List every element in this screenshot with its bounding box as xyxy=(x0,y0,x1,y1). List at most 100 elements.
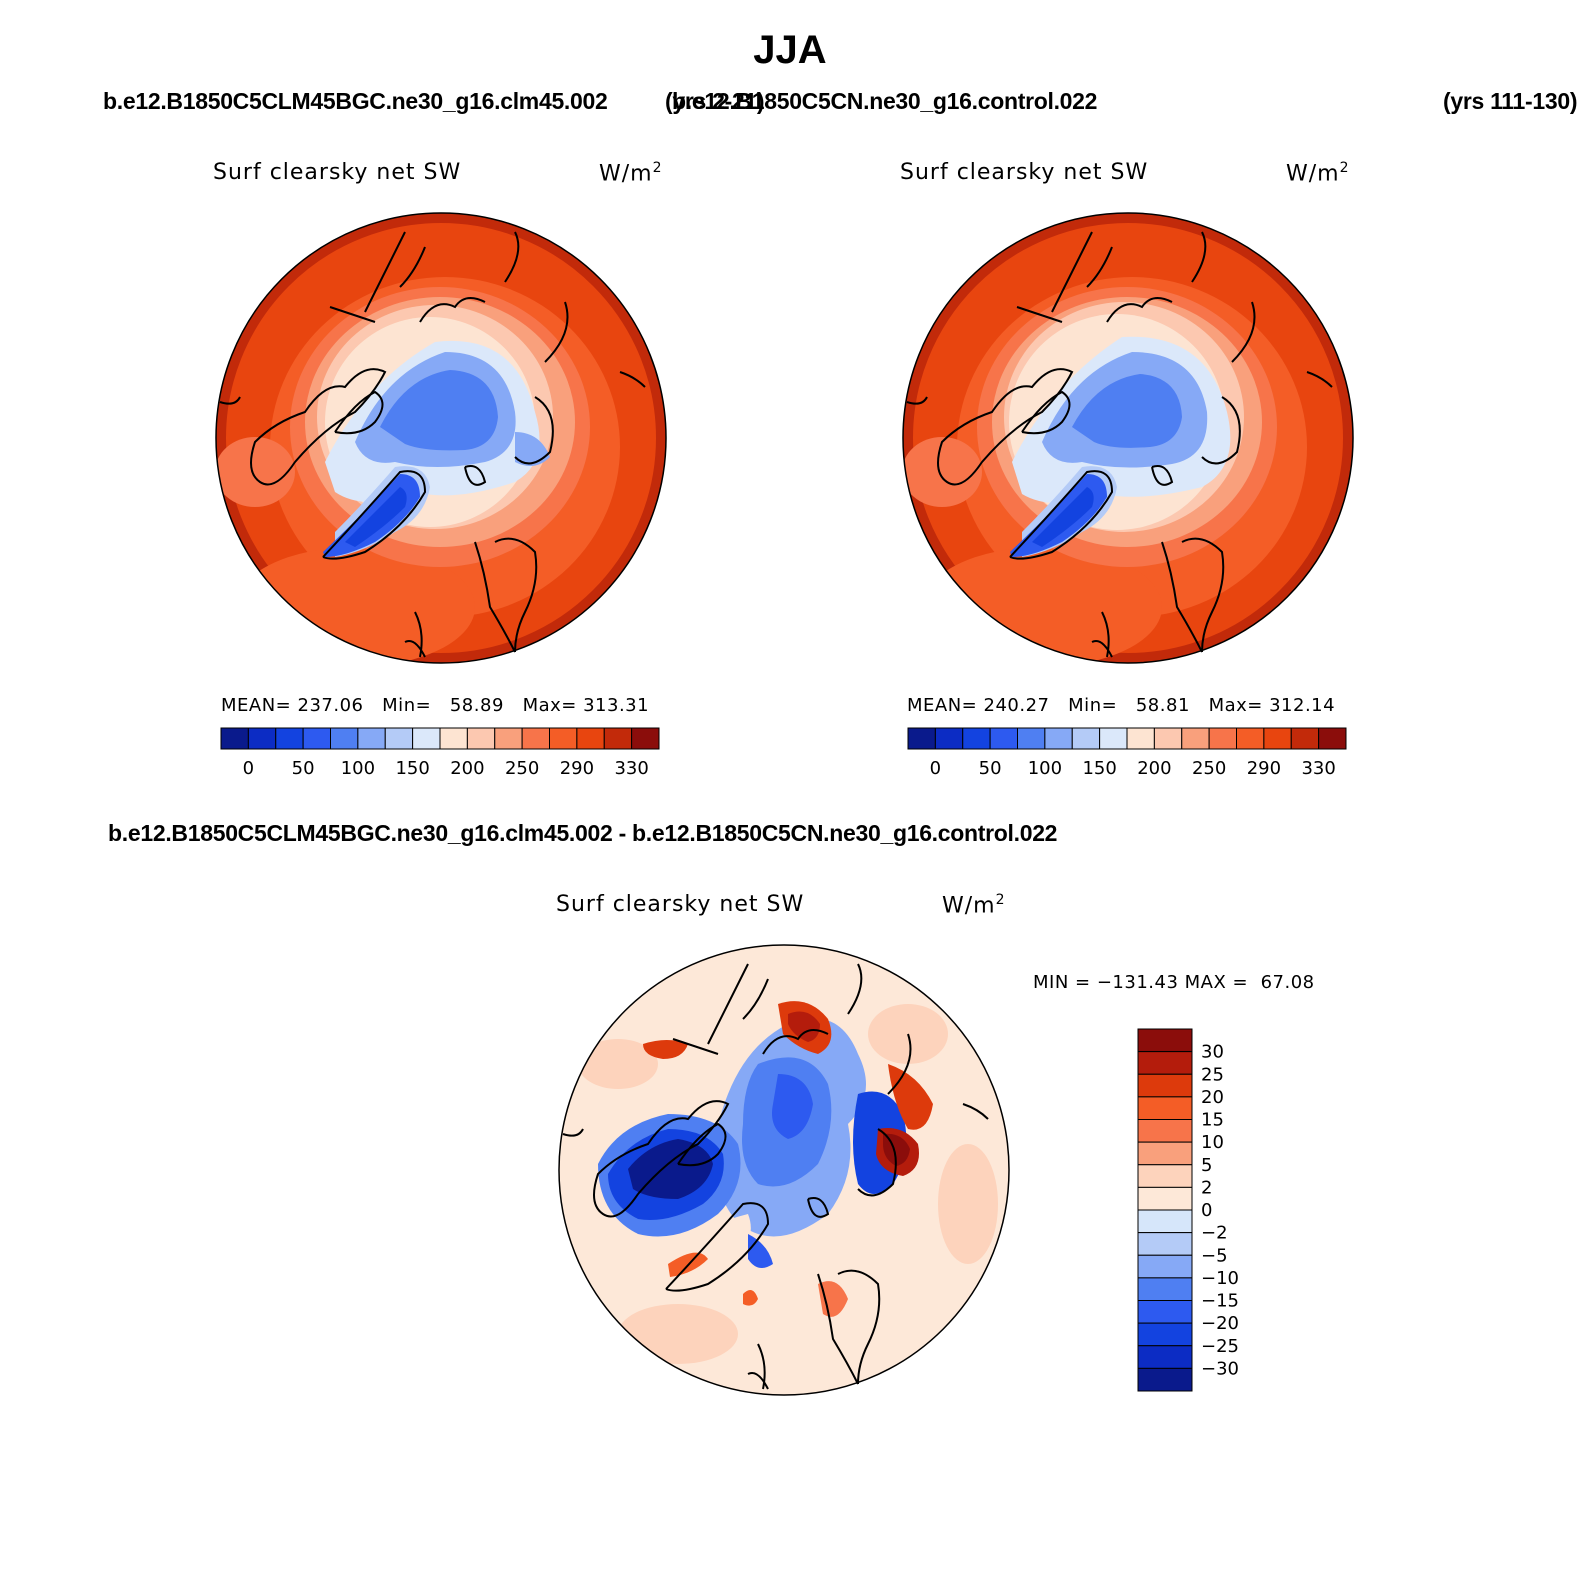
diff-colorbar-label: −5 xyxy=(1201,1245,1228,1266)
panel1-max-label: Max= xyxy=(522,695,577,716)
panel1-coastlines xyxy=(219,231,646,658)
panel1-max: 313.31 xyxy=(583,695,650,716)
panel1-colorbar-box xyxy=(220,727,249,750)
diff-colorbar-box xyxy=(1137,1254,1193,1279)
panel1-colorbar-label: 150 xyxy=(395,758,429,779)
diff-colorbar-label: 0 xyxy=(1201,1200,1212,1221)
diff-colorbar-label: −10 xyxy=(1201,1268,1239,1289)
panel1-units: W/m2 xyxy=(599,160,663,187)
panel1-stats: MEAN= 237.06 Min= 58.89 Max= 313.31 xyxy=(221,695,649,716)
panel2-colorbar-label: 200 xyxy=(1137,758,1171,779)
panel1-colorbar-box xyxy=(330,727,359,750)
panel1-min: 58.89 xyxy=(449,695,504,716)
panel1-colorbar-label: 200 xyxy=(450,758,484,779)
panel1-colorbar-box xyxy=(521,727,550,750)
panel2-colorbar-box xyxy=(1318,727,1347,750)
panel2-colorbar-label: 330 xyxy=(1301,758,1335,779)
panel1-min-label: Min= xyxy=(382,695,432,716)
diff-variable: Surf clearsky net SW xyxy=(556,892,805,917)
diff-colorbar-box xyxy=(1137,1209,1193,1234)
panel1-mean-label: MEAN= xyxy=(221,695,292,716)
panel2-variable: Surf clearsky net SW xyxy=(900,160,1149,185)
panel2-colorbar-box xyxy=(1263,727,1292,750)
case1-years: (yrs 2-21) xyxy=(665,88,765,114)
diff-colorbar-label: 25 xyxy=(1201,1064,1224,1085)
panel1-colorbar-box xyxy=(494,727,523,750)
diff-colorbar-box xyxy=(1137,1300,1193,1324)
panel2-colorbar-label: 0 xyxy=(930,758,941,779)
diff-colorbar-label: −20 xyxy=(1201,1313,1239,1334)
diff-title: b.e12.B1850C5CLM45BGC.ne30_g16.clm45.002… xyxy=(108,820,1058,846)
diff-colorbar-box xyxy=(1137,1051,1193,1075)
panel1-colorbar-box xyxy=(275,727,304,750)
panel2-colorbar-box xyxy=(962,727,991,750)
panel2-colorbar-box xyxy=(1208,727,1237,750)
diff-stats: MIN = −131.43 MAX = 67.08 xyxy=(1033,972,1315,993)
panel1-colorbar-box xyxy=(576,727,605,750)
case2-years: (yrs 111-130) xyxy=(1443,88,1578,114)
panel2-max: 312.14 xyxy=(1269,695,1336,716)
panel2-min: 58.81 xyxy=(1135,695,1190,716)
panel2-stats: MEAN= 240.27 Min= 58.81 Max= 312.14 xyxy=(907,695,1335,716)
panel2-colorbar-box xyxy=(1017,727,1046,750)
diff-colorbar-label: 5 xyxy=(1201,1155,1212,1176)
diff-colorbar-box xyxy=(1137,1164,1193,1188)
diff-min: −131.43 xyxy=(1096,972,1179,993)
panel1-colorbar-box xyxy=(631,727,660,750)
panel2-colorbar-box xyxy=(907,727,936,750)
panel1-colorbar-box xyxy=(412,727,441,750)
diff-colorbar-label: 30 xyxy=(1201,1042,1224,1063)
panel2-colorbar-label: 100 xyxy=(1028,758,1062,779)
panel2-colorbar-box xyxy=(1236,727,1265,750)
panel1-colorbar-box xyxy=(302,727,331,750)
diff-min-label: MIN = xyxy=(1033,972,1091,993)
case1-name: b.e12.B1850C5CLM45BGC.ne30_g16.clm45.002 xyxy=(103,88,608,114)
panel1-colorbar-box xyxy=(603,727,633,750)
panel1-colorbar: 0 50 100 150 200 250 290 330 xyxy=(220,727,660,779)
diff-polar-map xyxy=(558,944,1010,1396)
panel2-map-border xyxy=(902,212,1354,664)
season-title: JJA xyxy=(753,28,827,72)
diff-colorbar-label: −2 xyxy=(1201,1223,1228,1244)
panel2-coastlines xyxy=(906,231,1333,658)
panel2-colorbar-label: 290 xyxy=(1247,758,1281,779)
diff-max: 67.08 xyxy=(1260,972,1315,993)
panel2-colorbar-box xyxy=(1153,727,1183,750)
diff-colorbar-box xyxy=(1137,1345,1193,1369)
panel2-max-label: Max= xyxy=(1208,695,1263,716)
panel2-min-label: Min= xyxy=(1068,695,1118,716)
diff-map-border xyxy=(558,944,1010,1396)
panel1-colorbar-box xyxy=(357,727,386,750)
panel1-variable: Surf clearsky net SW xyxy=(213,160,462,185)
panel2-colorbar-label: 50 xyxy=(979,758,1002,779)
panel2-polar-map xyxy=(902,212,1354,664)
panel1-polar-map xyxy=(215,212,667,664)
diff-colorbar-box xyxy=(1137,1096,1193,1120)
diff-colorbar-label: 20 xyxy=(1201,1087,1224,1108)
diff-colorbar-label: 10 xyxy=(1201,1132,1224,1153)
diff-colorbar-box xyxy=(1137,1141,1193,1166)
panel1-colorbar-box xyxy=(439,727,468,750)
panel1-colorbar-label: 250 xyxy=(505,758,539,779)
panel2-colorbar: 0 50 100 150 200 250 290 330 xyxy=(907,727,1347,779)
panel2-colorbar-box xyxy=(934,727,964,750)
panel1-colorbar-label: 0 xyxy=(243,758,254,779)
panel2-colorbar-label: 250 xyxy=(1192,758,1226,779)
panel1-colorbar-label: 290 xyxy=(560,758,594,779)
case2-name: b.e12.B1850C5CN.ne30_g16.control.022 xyxy=(672,88,1098,114)
panel2-mean-label: MEAN= xyxy=(907,695,978,716)
diff-colorbar-box xyxy=(1137,1028,1193,1053)
panel2-colorbar-box xyxy=(1181,727,1210,750)
diff-colorbar-label: 15 xyxy=(1201,1110,1224,1131)
diff-colorbar-box xyxy=(1137,1119,1193,1143)
panel1-colorbar-box xyxy=(384,727,414,750)
panel1-mean: 237.06 xyxy=(297,695,364,716)
panel2-colorbar-box xyxy=(1126,727,1155,750)
diff-colorbar-box xyxy=(1137,1322,1193,1347)
panel2-colorbar-box xyxy=(1290,727,1320,750)
panel2-mean: 240.27 xyxy=(983,695,1050,716)
diff-colorbar-box xyxy=(1137,1277,1193,1301)
diff-colorbar-box xyxy=(1137,1073,1193,1098)
panel2-colorbar-box xyxy=(1099,727,1128,750)
